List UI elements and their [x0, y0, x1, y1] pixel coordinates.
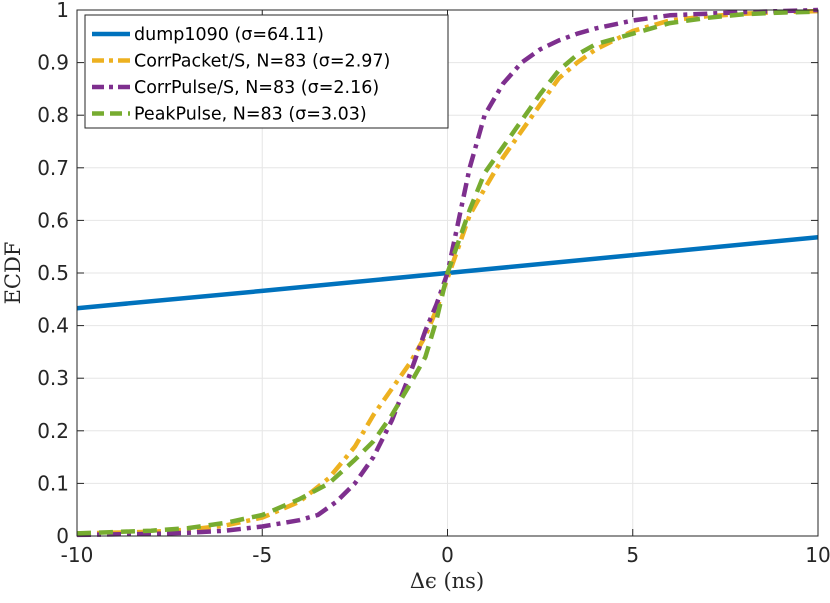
x-tick-label: -10: [61, 543, 94, 567]
x-axis-label: Δϵ (ns): [410, 569, 484, 593]
y-tick-label: 0.8: [37, 103, 69, 127]
y-tick-label: 0.2: [37, 419, 69, 443]
y-tick-label: 0.3: [37, 366, 69, 390]
y-tick-label: 0: [56, 524, 69, 548]
y-tick-label: 0.4: [37, 314, 69, 338]
x-tick-label: 0: [441, 543, 454, 567]
legend-label-1: dump1090 (σ=64.11): [134, 25, 324, 45]
x-tick-label: 5: [626, 543, 639, 567]
y-tick-label: 1: [56, 0, 69, 22]
y-tick-label: 0.6: [37, 208, 69, 232]
y-axis-label: ECDF: [1, 242, 25, 305]
legend-label-2: CorrPacket/S, N=83 (σ=2.97): [134, 52, 390, 72]
y-tick-label: 0.1: [37, 471, 69, 495]
series-line-4: [76, 9, 819, 536]
legend-box: [84, 14, 449, 129]
y-tick-label: 0.5: [37, 261, 69, 285]
y-tick-label: 0.9: [37, 51, 69, 75]
y-tick-label: 0.7: [37, 156, 69, 180]
x-tick-label: -5: [252, 543, 272, 567]
series-lines: [76, 7, 819, 538]
legend: dump1090 (σ=64.11) CorrPacket/S, N=83 (σ=…: [84, 14, 449, 129]
series-line-3: [76, 7, 819, 538]
legend-label-4: PeakPulse, N=83 (σ=3.03): [134, 105, 367, 125]
x-tick-label: 10: [805, 543, 830, 567]
axis-ticks: -10 -5 0 5 10 0 0.1 0.2 0.3 0.4 0.5 0.6 0.7 0.8 0.9 1: [37, 0, 830, 567]
legend-label-3: CorrPulse/S, N=83 (σ=2.16): [134, 78, 379, 98]
